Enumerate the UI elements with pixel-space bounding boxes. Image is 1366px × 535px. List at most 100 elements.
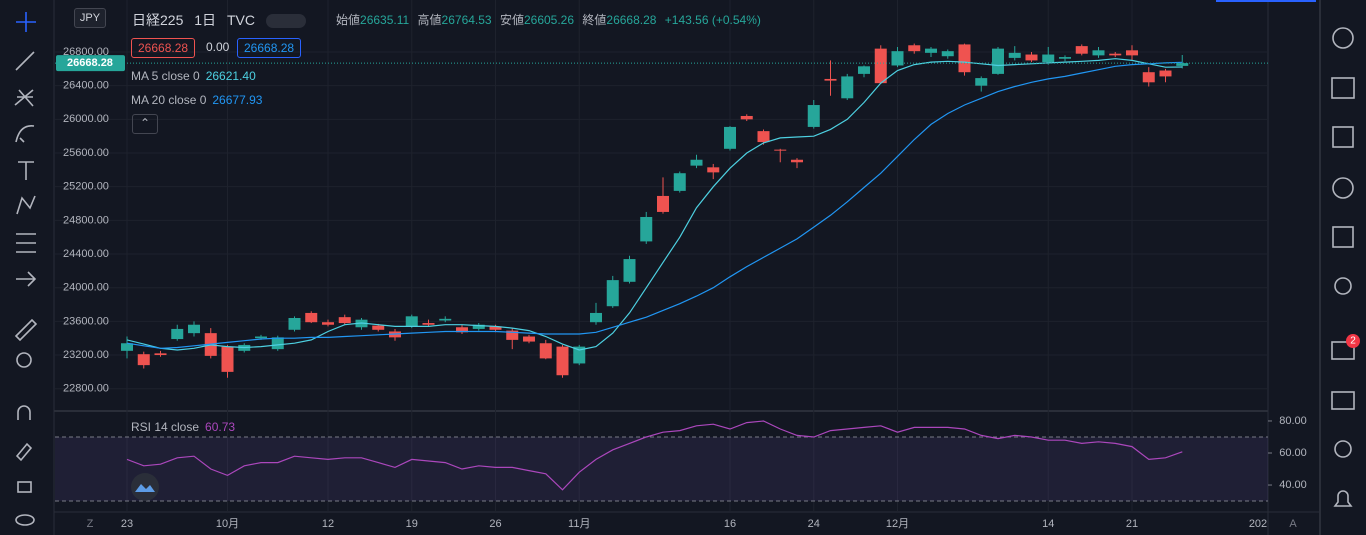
candle-body <box>489 326 502 330</box>
news-icon[interactable] <box>1332 126 1354 148</box>
candle-body <box>724 126 736 149</box>
status-pill[interactable] <box>265 14 306 29</box>
crosshair-tool[interactable] <box>16 12 36 32</box>
price-label-box <box>56 55 125 72</box>
candle-body <box>255 336 267 339</box>
visibility-tool[interactable] <box>15 514 35 526</box>
candle-body <box>439 318 452 321</box>
messages-icon[interactable] <box>1331 391 1355 410</box>
candle-body <box>556 346 569 376</box>
lock-draw-tool[interactable] <box>15 442 33 462</box>
y-tick-label: 26800.00 <box>63 46 109 58</box>
candle-body <box>673 173 686 191</box>
chat-icon[interactable] <box>1331 341 1355 360</box>
ideas-icon[interactable] <box>1334 277 1352 295</box>
arrow-tool[interactable] <box>16 271 37 287</box>
ohlc-value: 26635.11 <box>360 13 410 27</box>
y-tick-label: 25200.00 <box>63 181 109 193</box>
candle-body <box>1059 57 1071 59</box>
candle-body <box>891 51 904 66</box>
candle-body <box>523 336 535 342</box>
collapse-button[interactable]: ⌃ <box>132 114 158 134</box>
indicator-name[interactable]: MA 20 close 0 <box>131 93 207 107</box>
fib-tool[interactable] <box>14 89 34 107</box>
right-toolbar-icons <box>1331 27 1355 507</box>
rsi-band <box>55 436 1268 502</box>
candle-body <box>372 325 385 330</box>
candle-body <box>740 115 753 120</box>
candle-body <box>573 346 586 364</box>
interval[interactable]: 1日 <box>194 12 217 28</box>
y-tick-label: 23600.00 <box>63 315 109 327</box>
x-tick-label: 23 <box>121 518 133 530</box>
candle-body <box>338 317 351 324</box>
x-tick-label: 12 <box>322 518 334 530</box>
candle-body <box>288 317 301 330</box>
candle-body <box>405 316 418 327</box>
symbol[interactable]: 日経225 <box>132 12 184 28</box>
alarm-icon[interactable] <box>1332 27 1354 49</box>
candle-body <box>707 167 720 173</box>
indicator-legend: RSI 14 close 60.73 <box>131 420 235 434</box>
y-tick-label: 26400.00 <box>63 80 109 92</box>
indicator-name[interactable]: RSI 14 close <box>131 420 200 434</box>
candle-body <box>757 131 770 143</box>
trendline-tool[interactable] <box>15 51 35 71</box>
symbol-header: 日経225 1日 TVC <box>132 10 313 30</box>
candle-body <box>791 159 803 163</box>
y-tick-label: 24400.00 <box>63 248 109 260</box>
candle-body <box>874 48 887 84</box>
auto-scale[interactable]: A <box>1289 518 1297 530</box>
ohlc-value: 26764.53 <box>441 13 492 27</box>
change: +143.56 (+0.54%) <box>664 13 761 27</box>
calendar-icon[interactable] <box>1332 226 1354 248</box>
candle-body <box>305 312 318 323</box>
currency-badge[interactable]: JPY <box>74 8 106 28</box>
candle-body <box>154 353 167 356</box>
candle-body <box>858 66 870 74</box>
candle-body <box>171 328 184 340</box>
candle-body <box>422 323 435 325</box>
pattern-tool[interactable] <box>16 195 36 215</box>
left-toolbar <box>0 0 54 535</box>
axis-mode[interactable]: Z <box>87 518 94 530</box>
y-tick-label: 24800.00 <box>63 214 109 226</box>
x-tick-label: 11月 <box>568 518 590 530</box>
logo-mark <box>135 484 155 492</box>
candle-body <box>807 105 820 127</box>
y-tick-label: 22800.00 <box>63 383 109 395</box>
ohlc-value: 26605.26 <box>523 13 575 27</box>
bid-box[interactable]: 26668.28 <box>131 38 196 58</box>
y-tick-label: 24000.00 <box>63 282 109 294</box>
candle-body <box>623 259 636 282</box>
prediction-tool[interactable] <box>16 233 36 253</box>
candle-body <box>456 327 468 333</box>
ruler-tool[interactable] <box>14 318 38 342</box>
x-tick-label: 24 <box>808 518 820 530</box>
notify-icon[interactable] <box>1333 490 1353 507</box>
lock-tool[interactable] <box>17 481 32 493</box>
source: TVC <box>226 12 255 28</box>
zoom-tool[interactable] <box>16 352 32 368</box>
y-tick-label: 80.00 <box>1279 415 1307 427</box>
brush-tool[interactable] <box>15 125 35 143</box>
x-tick-label: 14 <box>1042 518 1054 530</box>
indicator-legend: MA 20 close 0 26677.93 <box>131 93 262 107</box>
text-tool[interactable] <box>18 161 34 180</box>
candle-body <box>121 343 133 351</box>
help-icon[interactable] <box>1334 440 1352 458</box>
y-tick-label: 60.00 <box>1279 447 1307 459</box>
ohlc-label: 終値 <box>582 13 607 27</box>
history-icon[interactable] <box>1332 177 1354 199</box>
magnet-tool[interactable] <box>17 405 31 420</box>
candle-body <box>322 322 334 325</box>
indicator-name[interactable]: MA 5 close 0 <box>131 69 200 83</box>
ask-box[interactable]: 26668.28 <box>237 38 302 58</box>
indicator-value: 60.73 <box>205 420 236 434</box>
candle-body <box>137 354 150 366</box>
watchlist-icon[interactable] <box>1331 77 1355 99</box>
marks: 26668.28 <box>55 43 1268 491</box>
